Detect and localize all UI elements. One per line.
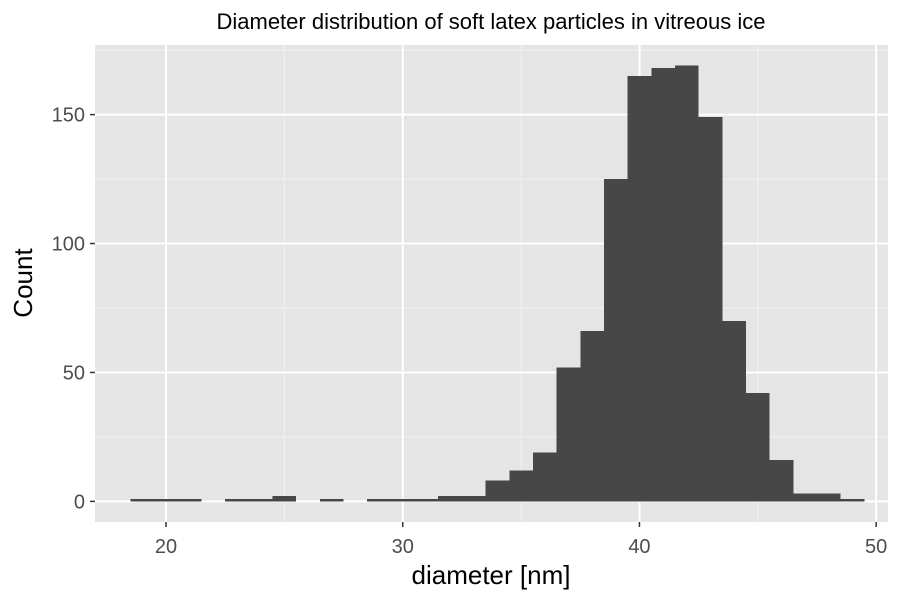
histogram-bar (532, 452, 557, 502)
histogram-bar (698, 117, 723, 502)
y-tick-label: 150 (52, 105, 85, 127)
histogram-bar (319, 498, 344, 502)
y-tick-label: 50 (63, 362, 85, 384)
y-tick-label: 100 (52, 234, 85, 256)
histogram-bar (793, 493, 817, 502)
histogram-bar (367, 498, 391, 502)
histogram-bars (130, 65, 865, 502)
x-tick-label: 30 (392, 536, 414, 558)
histogram-bar (840, 498, 865, 502)
minor-gridlines (95, 45, 888, 522)
x-tick-label: 20 (155, 536, 177, 558)
chart-title: Diameter distribution of soft latex part… (216, 9, 765, 34)
histogram-bar (485, 480, 510, 502)
histogram-bar (722, 320, 746, 502)
histogram-bar (556, 367, 581, 502)
histogram-bar (745, 393, 770, 502)
histogram-bar (248, 498, 273, 502)
histogram-bar (225, 498, 249, 502)
histogram-bar (674, 65, 699, 502)
histogram-bar (390, 498, 415, 502)
histogram-bar (414, 498, 439, 502)
axis-ticks (90, 113, 877, 527)
histogram-bar (769, 460, 794, 502)
histogram-bar (816, 493, 841, 502)
x-axis-title: diameter [nm] (412, 560, 571, 590)
histogram-bar (627, 75, 652, 502)
histogram-bar (272, 496, 297, 502)
histogram-bar (438, 496, 462, 502)
x-tick-label: 40 (628, 536, 650, 558)
histogram-bar (651, 68, 675, 502)
x-tick-labels: 20 30 40 50 (155, 536, 887, 558)
y-axis-title: Count (8, 248, 38, 318)
y-tick-label: 0 (74, 491, 85, 513)
histogram-bar (130, 498, 155, 502)
histogram-bar (177, 498, 202, 502)
histogram-bar (461, 496, 486, 502)
histogram-bar (603, 179, 628, 502)
histogram-bar (509, 470, 533, 502)
histogram-bar (580, 331, 604, 502)
y-tick-labels: 0 50 100 150 (52, 105, 85, 514)
histogram-bar (154, 498, 178, 502)
x-tick-label: 50 (865, 536, 887, 558)
